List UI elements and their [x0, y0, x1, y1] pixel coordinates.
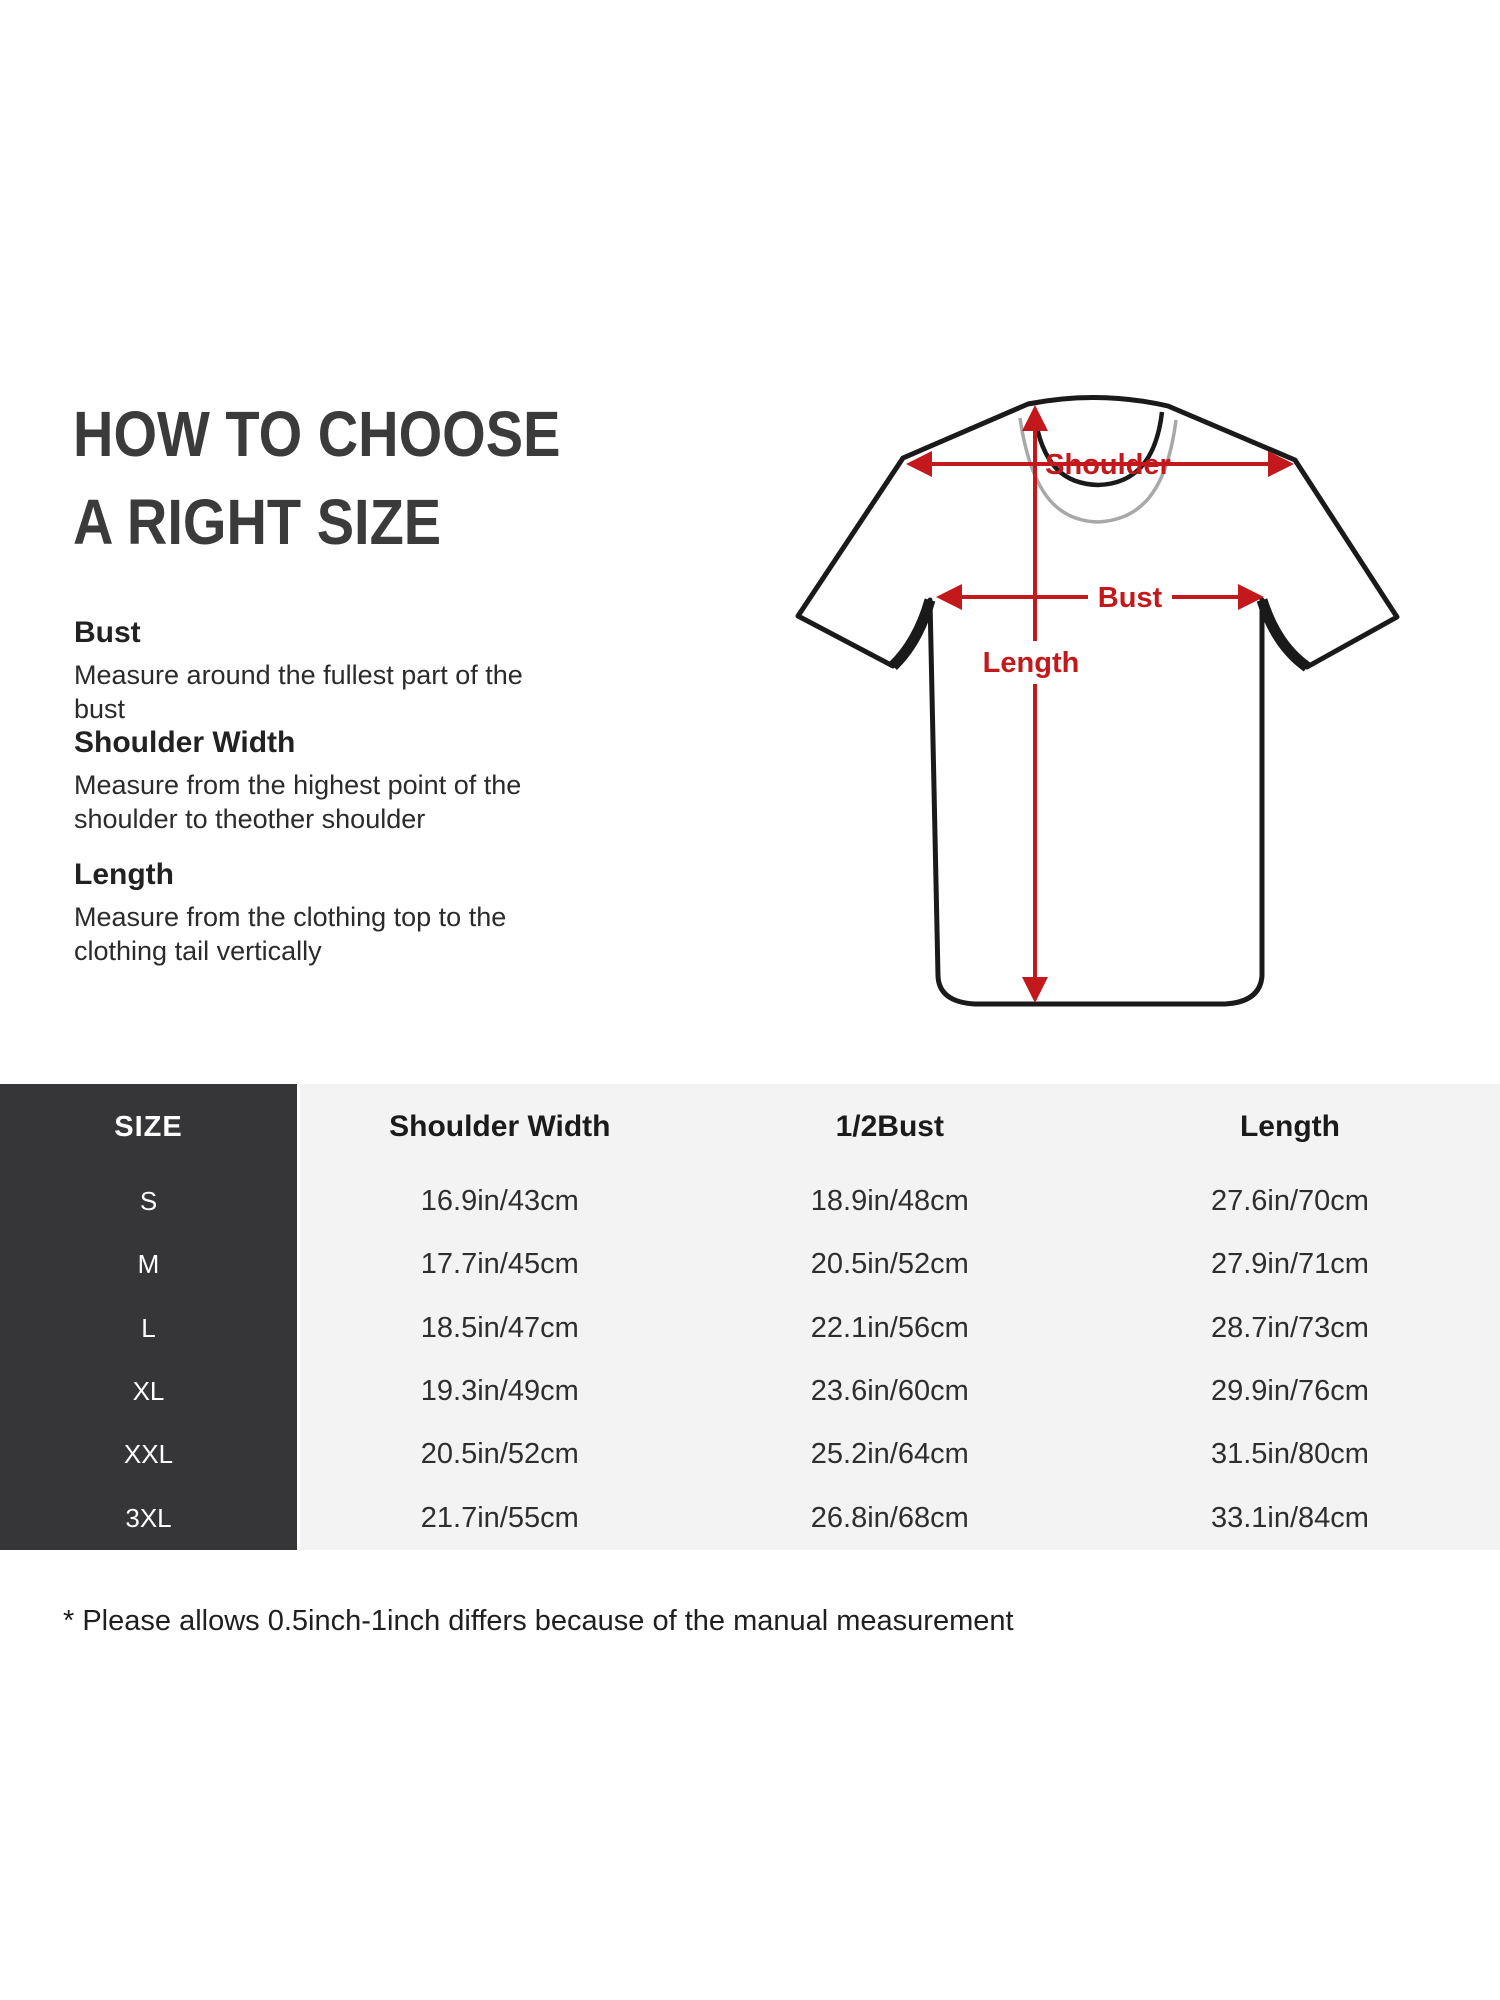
shoulder-arrowhead-right — [1268, 451, 1294, 477]
instruction-shoulder-width: Shoulder Width Measure from the highest … — [74, 726, 574, 836]
table-cell: 23.6in/60cm — [810, 1375, 969, 1408]
table-cell: 25.2in/64cm — [810, 1438, 969, 1471]
shoulder-label: Shoulder — [1045, 449, 1171, 481]
measurement-annotations: Shoulder Bust Length — [906, 405, 1294, 1003]
table-cell: 17.7in/45cm — [420, 1248, 579, 1281]
length-label: Length — [983, 647, 1080, 679]
length-arrowhead-top — [1022, 405, 1048, 431]
instruction-length-text-line2: clothing tail vertically — [74, 936, 322, 966]
table-cell: 19.3in/49cm — [420, 1375, 579, 1408]
size-cell-s: S — [139, 1186, 158, 1217]
table-cell: 27.9in/71cm — [1210, 1248, 1369, 1281]
instruction-bust-heading: Bust — [74, 616, 141, 649]
table-cell: 20.5in/52cm — [810, 1248, 969, 1281]
table-cell: 18.5in/47cm — [420, 1311, 579, 1344]
instruction-length-heading: Length — [74, 858, 174, 891]
tshirt-measurement-diagram: Shoulder Bust Length — [795, 395, 1400, 1007]
size-table: SIZE S M L XL XXL 3XL Shoulder Width 1/2… — [0, 1084, 1500, 1550]
instruction-bust-text: Measure around the fullest part of the b… — [74, 660, 523, 724]
left-underarm-shade — [889, 598, 936, 670]
size-cell-xl: XL — [132, 1376, 165, 1407]
column-header-length: Length — [1239, 1110, 1340, 1143]
size-cell-xxl: XXL — [123, 1439, 174, 1470]
column-header-half-bust: 1/2Bust — [835, 1110, 944, 1143]
instruction-length-text-line1: Measure from the clothing top to the — [74, 902, 507, 932]
table-cell: 22.1in/56cm — [810, 1311, 969, 1344]
table-cell: 26.8in/68cm — [810, 1501, 969, 1534]
table-cell: 18.9in/48cm — [810, 1185, 969, 1218]
length-arrowhead-bottom — [1022, 977, 1048, 1003]
tshirt-outline — [795, 395, 1400, 1007]
size-table-data-grid: Shoulder Width 1/2Bust Length 16.9in/43c… — [300, 1084, 1500, 1550]
page-title-line2: A RIGHT SIZE — [73, 485, 442, 558]
instruction-bust: Bust Measure around the fullest part of … — [74, 616, 574, 726]
instruction-shoulder-text-line2: shoulder to theother shoulder — [74, 804, 426, 834]
measurement-disclaimer: * Please allows 0.5inch-1inch differs be… — [63, 1605, 1014, 1637]
table-cell: 33.1in/84cm — [1210, 1501, 1369, 1534]
bust-arrowhead-right — [1238, 584, 1264, 610]
size-column-header: SIZE — [114, 1110, 183, 1143]
table-cell: 29.9in/76cm — [1210, 1375, 1369, 1408]
bust-label: Bust — [1098, 582, 1163, 614]
bust-arrowhead-left — [936, 584, 962, 610]
instruction-shoulder-text-line1: Measure from the highest point of the — [74, 770, 522, 800]
table-cell: 27.6in/70cm — [1210, 1185, 1369, 1218]
size-cell-l: L — [141, 1312, 156, 1343]
size-cell-3xl: 3XL — [125, 1502, 172, 1533]
table-cell: 28.7in/73cm — [1210, 1311, 1369, 1344]
table-cell: 20.5in/52cm — [420, 1438, 579, 1471]
shoulder-arrowhead-left — [906, 451, 932, 477]
size-table-size-column: SIZE S M L XL XXL 3XL — [0, 1084, 297, 1550]
table-cell: 21.7in/55cm — [420, 1501, 579, 1534]
instruction-length: Length Measure from the clothing top to … — [74, 858, 574, 968]
collar-neckline — [1031, 411, 1165, 488]
page-title-line1: HOW TO CHOOSE — [73, 397, 561, 470]
column-header-shoulder-width: Shoulder Width — [389, 1110, 611, 1143]
size-cell-m: M — [137, 1249, 160, 1280]
right-underarm-shade — [1256, 598, 1311, 672]
instruction-shoulder-heading: Shoulder Width — [74, 726, 296, 759]
table-cell: 31.5in/80cm — [1210, 1438, 1369, 1471]
table-cell: 16.9in/43cm — [420, 1185, 579, 1218]
